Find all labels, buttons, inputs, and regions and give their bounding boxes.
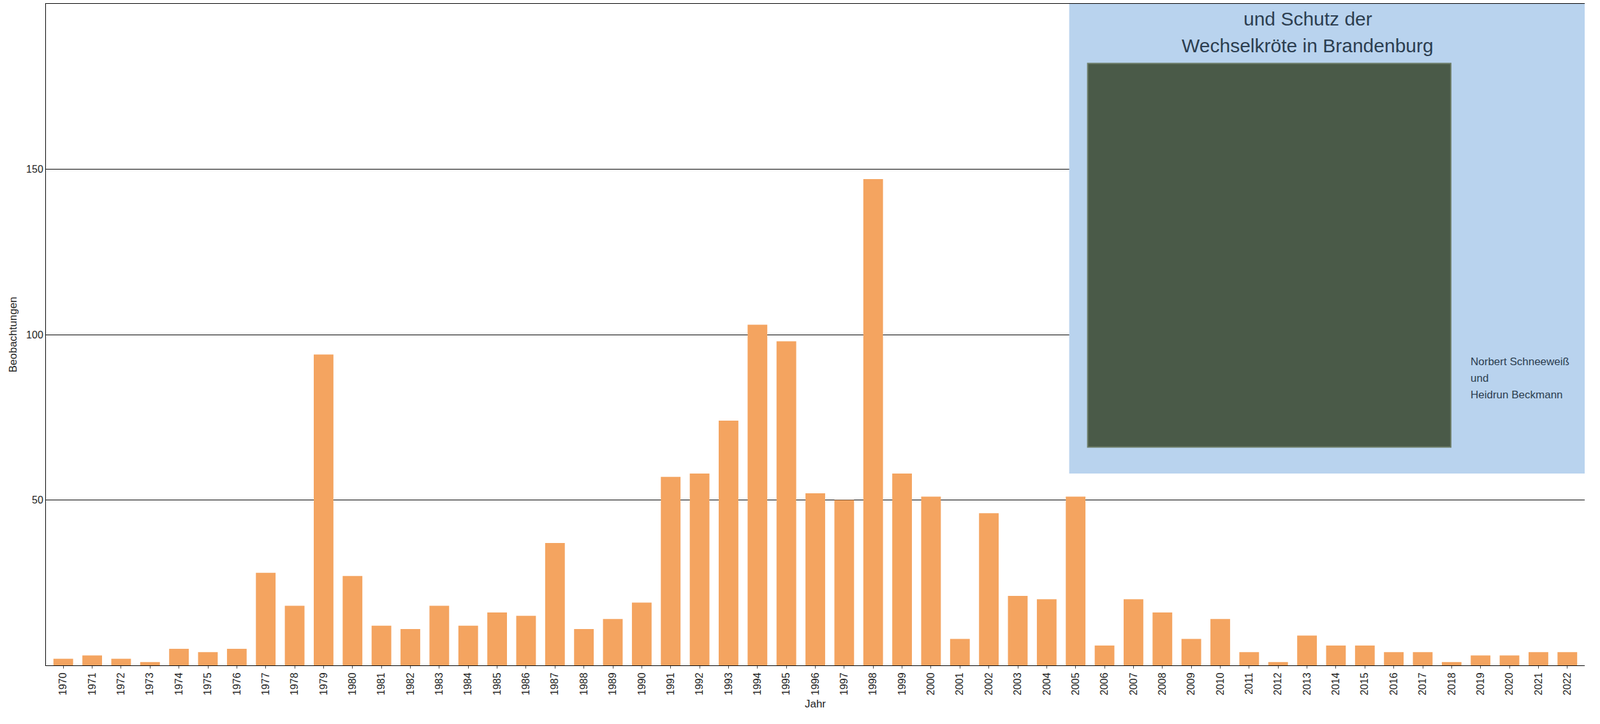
svg-text:2010: 2010 (1214, 672, 1226, 696)
svg-text:2004: 2004 (1041, 672, 1053, 696)
svg-text:1993: 1993 (723, 672, 734, 696)
svg-text:2006: 2006 (1098, 672, 1110, 696)
svg-text:1988: 1988 (578, 672, 590, 696)
svg-text:2012: 2012 (1272, 672, 1284, 696)
svg-text:Jahr: Jahr (804, 698, 826, 711)
svg-text:1985: 1985 (491, 672, 503, 696)
svg-text:150: 150 (26, 163, 44, 175)
svg-text:1999: 1999 (896, 672, 908, 696)
svg-text:1996: 1996 (809, 672, 821, 696)
svg-text:1979: 1979 (318, 672, 330, 696)
svg-text:und Schutz der: und Schutz der (1243, 8, 1373, 30)
svg-text:1982: 1982 (404, 672, 416, 696)
svg-text:2005: 2005 (1070, 672, 1081, 696)
svg-text:2009: 2009 (1185, 672, 1197, 696)
svg-text:1971: 1971 (86, 672, 98, 696)
svg-text:1972: 1972 (115, 672, 127, 696)
svg-text:50: 50 (31, 494, 44, 506)
svg-text:1991: 1991 (665, 672, 676, 696)
svg-text:1978: 1978 (288, 672, 300, 696)
svg-text:Norbert Schneeweiß: Norbert Schneeweiß (1470, 355, 1570, 368)
svg-text:1998: 1998 (867, 672, 879, 696)
svg-text:2018: 2018 (1446, 672, 1458, 696)
svg-text:1989: 1989 (607, 672, 618, 696)
svg-text:2022: 2022 (1561, 672, 1573, 696)
svg-text:1987: 1987 (549, 672, 560, 696)
svg-text:Heidrun Beckmann: Heidrun Beckmann (1470, 388, 1564, 402)
svg-text:1977: 1977 (260, 672, 272, 696)
svg-text:2014: 2014 (1330, 672, 1342, 696)
svg-text:2019: 2019 (1475, 672, 1486, 696)
svg-text:2011: 2011 (1243, 672, 1255, 696)
svg-text:1992: 1992 (693, 672, 705, 696)
svg-text:2017: 2017 (1416, 672, 1428, 696)
svg-text:1975: 1975 (202, 672, 213, 696)
svg-text:1981: 1981 (375, 672, 387, 696)
svg-text:1997: 1997 (838, 672, 850, 696)
svg-text:2021: 2021 (1533, 672, 1544, 696)
svg-text:1973: 1973 (144, 672, 155, 696)
svg-text:1983: 1983 (433, 672, 445, 696)
svg-text:2016: 2016 (1388, 672, 1400, 696)
svg-text:1986: 1986 (520, 672, 532, 696)
svg-text:2000: 2000 (925, 672, 937, 696)
svg-text:Beobachtungen: Beobachtungen (7, 296, 20, 373)
svg-text:2003: 2003 (1012, 672, 1023, 696)
svg-text:2013: 2013 (1301, 672, 1313, 696)
svg-text:Wechselkröte in Brandenburg: Wechselkröte in Brandenburg (1181, 35, 1434, 57)
svg-text:1995: 1995 (780, 672, 792, 696)
svg-text:1970: 1970 (57, 672, 69, 696)
svg-text:1980: 1980 (346, 672, 358, 696)
svg-text:1990: 1990 (636, 672, 648, 696)
svg-text:2008: 2008 (1156, 672, 1168, 696)
svg-text:100: 100 (26, 329, 44, 341)
svg-text:2007: 2007 (1128, 672, 1139, 696)
svg-text:1976: 1976 (231, 672, 243, 696)
svg-text:2015: 2015 (1358, 672, 1370, 696)
svg-text:2001: 2001 (954, 672, 965, 696)
svg-text:1974: 1974 (173, 672, 185, 696)
svg-text:2020: 2020 (1503, 672, 1515, 696)
svg-text:und: und (1470, 372, 1489, 385)
svg-text:1984: 1984 (462, 672, 474, 696)
svg-text:2002: 2002 (983, 672, 995, 696)
svg-text:1994: 1994 (751, 672, 763, 696)
